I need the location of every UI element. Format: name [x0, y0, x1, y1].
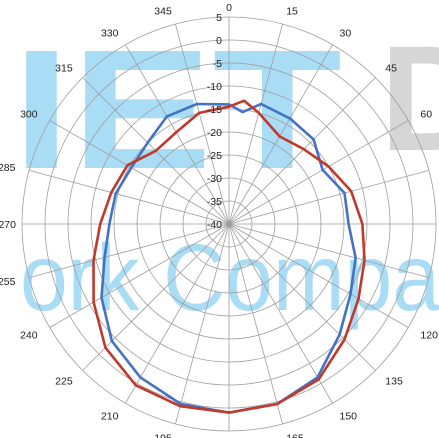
- watermark-text-right: D: [380, 14, 439, 182]
- angle-tick-label: 300: [20, 109, 38, 121]
- spoke-195: [175, 223, 230, 425]
- radial-tick-label: -5: [213, 58, 222, 70]
- watermark: IET D ork Compa: [12, 14, 439, 331]
- polar-grid: [21, 16, 437, 432]
- angle-tick-label: 0: [226, 2, 232, 14]
- spoke-150: [228, 223, 333, 404]
- angle-tick-label: 225: [55, 375, 73, 387]
- angle-tick-label: 210: [101, 410, 119, 422]
- spoke-330: [125, 44, 230, 225]
- radial-tick-label: 0: [216, 35, 222, 47]
- spoke-165: [228, 223, 283, 425]
- spoke-135: [228, 223, 376, 371]
- spoke-30: [228, 44, 333, 225]
- angle-tick-label: 315: [55, 63, 73, 75]
- angle-tick-label: 165: [286, 433, 304, 438]
- angle-tick-label: 120: [420, 330, 438, 342]
- spoke-15: [228, 23, 283, 225]
- radial-tick-label: -40: [207, 219, 222, 231]
- spoke-240: [49, 223, 230, 328]
- spoke-255: [28, 223, 230, 278]
- radial-tick-label: -15: [207, 104, 222, 116]
- spoke-210: [125, 223, 230, 404]
- angle-tick-label: 270: [0, 219, 16, 231]
- angle-tick-label: 285: [0, 162, 16, 174]
- radial-tick-label: -25: [207, 150, 222, 162]
- radial-tick-label: -20: [207, 127, 222, 139]
- spoke-75: [228, 170, 430, 225]
- watermark-text-top: IET: [12, 15, 342, 205]
- angle-tick-label: 45: [385, 63, 397, 75]
- angle-tick-label: 345: [154, 6, 172, 18]
- spoke-300: [49, 120, 230, 225]
- angle-tick-label: 150: [340, 410, 358, 422]
- radial-tick-label: -10: [207, 81, 222, 93]
- spoke-105: [228, 223, 430, 278]
- spoke-120: [228, 223, 409, 328]
- radial-tick-label: -30: [207, 173, 222, 185]
- angle-tick-label: 135: [385, 375, 403, 387]
- watermark-text-bottom: ork Compa: [20, 225, 439, 331]
- series-2-line: [92, 99, 366, 414]
- spoke-285: [28, 170, 230, 225]
- spoke-60: [228, 120, 409, 225]
- radial-tick-label: -35: [207, 196, 222, 208]
- radial-tick-label: 5: [216, 12, 222, 24]
- spoke-345: [175, 23, 230, 225]
- angle-tick-label: 15: [286, 6, 298, 18]
- angle-tick-label: 30: [340, 28, 352, 40]
- angle-tick-label: 255: [0, 276, 16, 288]
- series-layer: [92, 99, 366, 414]
- angle-tick-label: 240: [20, 330, 38, 342]
- angle-tick-label: 60: [420, 109, 432, 121]
- spoke-225: [82, 223, 230, 371]
- spoke-45: [228, 77, 376, 225]
- angle-tick-label: 195: [154, 433, 172, 438]
- angle-tick-label: 330: [101, 28, 119, 40]
